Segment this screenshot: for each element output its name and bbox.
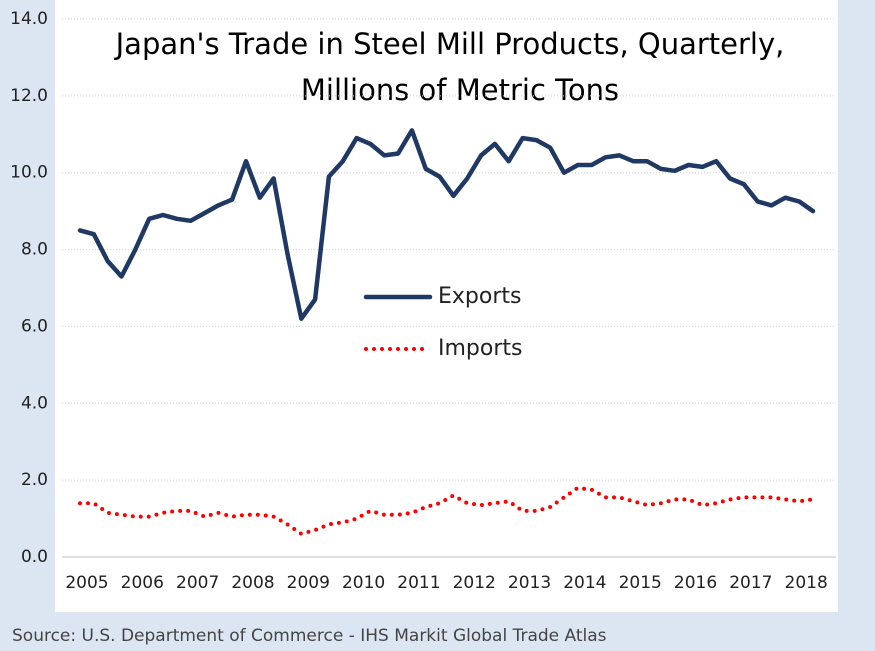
x-tick-label: 2010 — [342, 573, 385, 593]
chart-title: Japan's Trade in Steel Mill Products, Qu… — [114, 27, 785, 61]
legend-label: Imports — [438, 336, 522, 361]
y-tick-label: 10.0 — [10, 163, 48, 183]
x-tick-label: 2017 — [729, 573, 772, 593]
x-tick-label: 2014 — [563, 573, 606, 593]
series-line — [78, 485, 815, 536]
y-tick-label: 12.0 — [10, 86, 48, 106]
x-tick-label: 2012 — [453, 573, 496, 593]
chart-title: Millions of Metric Tons — [301, 73, 619, 107]
source-note: Source: U.S. Department of Commerce - IH… — [12, 626, 607, 646]
x-tick-label: 2015 — [619, 573, 662, 593]
x-tick-label: 2018 — [785, 573, 828, 593]
x-tick-label: 2007 — [176, 573, 219, 593]
x-tick-label: 2008 — [231, 573, 274, 593]
legend-label: Exports — [438, 284, 521, 309]
y-tick-label: 8.0 — [21, 240, 48, 260]
y-tick-label: 0.0 — [21, 547, 48, 567]
series-line — [77, 128, 816, 321]
y-tick-label: 6.0 — [21, 316, 48, 336]
y-tick-label: 2.0 — [21, 470, 48, 490]
x-tick-label: 2011 — [397, 573, 440, 593]
x-tick-label: 2016 — [674, 573, 717, 593]
y-tick-label: 14.0 — [10, 9, 48, 29]
x-tick-label: 2006 — [121, 573, 164, 593]
y-tick-label: 4.0 — [21, 393, 48, 413]
x-tick-label: 2013 — [508, 573, 551, 593]
plot-background — [55, 0, 838, 612]
x-tick-label: 2009 — [287, 573, 330, 593]
x-tick-label: 2005 — [65, 573, 108, 593]
